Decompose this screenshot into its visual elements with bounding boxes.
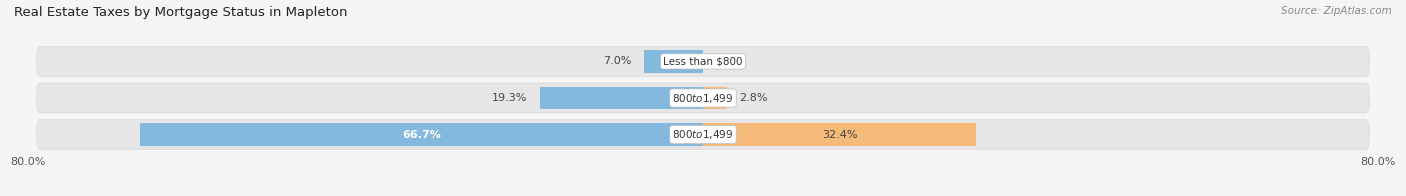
Text: 19.3%: 19.3% <box>492 93 527 103</box>
Text: $800 to $1,499: $800 to $1,499 <box>672 128 734 141</box>
Text: 32.4%: 32.4% <box>823 130 858 140</box>
Text: 0.0%: 0.0% <box>716 56 744 66</box>
Text: 2.8%: 2.8% <box>740 93 768 103</box>
Text: Real Estate Taxes by Mortgage Status in Mapleton: Real Estate Taxes by Mortgage Status in … <box>14 6 347 19</box>
Bar <box>540 87 703 109</box>
Text: $800 to $1,499: $800 to $1,499 <box>672 92 734 104</box>
Text: Source: ZipAtlas.com: Source: ZipAtlas.com <box>1281 6 1392 16</box>
Bar <box>703 123 976 146</box>
Bar <box>141 123 703 146</box>
Text: 7.0%: 7.0% <box>603 56 631 66</box>
Text: 66.7%: 66.7% <box>402 130 441 140</box>
FancyBboxPatch shape <box>37 83 1369 113</box>
FancyBboxPatch shape <box>37 120 1369 150</box>
Text: Less than $800: Less than $800 <box>664 56 742 66</box>
Bar <box>703 87 727 109</box>
Bar <box>644 50 703 73</box>
FancyBboxPatch shape <box>37 46 1369 76</box>
